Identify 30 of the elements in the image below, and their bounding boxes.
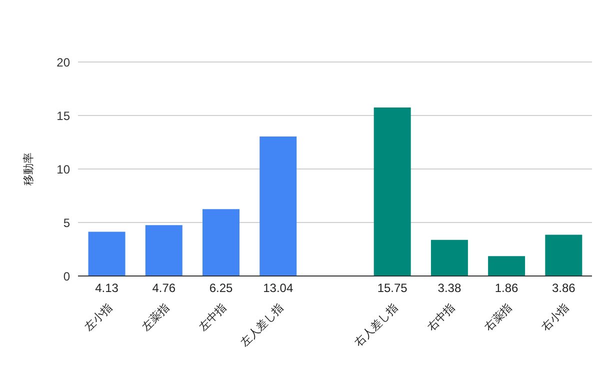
x-tick-label: 左人差し指 [238, 302, 286, 350]
bar [374, 107, 411, 276]
bar [430, 240, 468, 276]
y-tick-label: 5 [63, 216, 70, 230]
y-tick-label: 15 [56, 108, 70, 123]
x-tick-label: 左薬指 [139, 300, 172, 334]
bar [145, 225, 182, 276]
y-tick-label: 10 [56, 162, 70, 176]
bar [488, 256, 526, 276]
data-label: 3.38 [438, 281, 462, 295]
x-tick-label: 右薬指 [482, 300, 514, 334]
x-tick-label: 左小指 [82, 300, 115, 334]
bar [545, 234, 582, 276]
x-tick-label: 右中指 [424, 300, 458, 334]
y-tick-label: 20 [56, 55, 70, 70]
data-label: 6.25 [209, 281, 234, 295]
x-tick-label: 左中指 [196, 300, 229, 334]
bar [88, 232, 126, 276]
y-tick-label: 0 [63, 269, 70, 284]
data-label: 13.04 [263, 281, 294, 295]
data-label: 1.86 [494, 281, 519, 295]
bar [202, 209, 240, 276]
data-label: 4.76 [152, 281, 176, 295]
y-axis-title: 移動率 [22, 152, 35, 186]
data-label: 4.13 [95, 281, 119, 295]
x-tick-label: 右小指 [539, 300, 572, 334]
data-label: 3.86 [552, 281, 576, 295]
bar [260, 136, 297, 276]
x-tick-label: 右人差し指 [352, 302, 400, 350]
data-label: 15.75 [377, 281, 408, 295]
